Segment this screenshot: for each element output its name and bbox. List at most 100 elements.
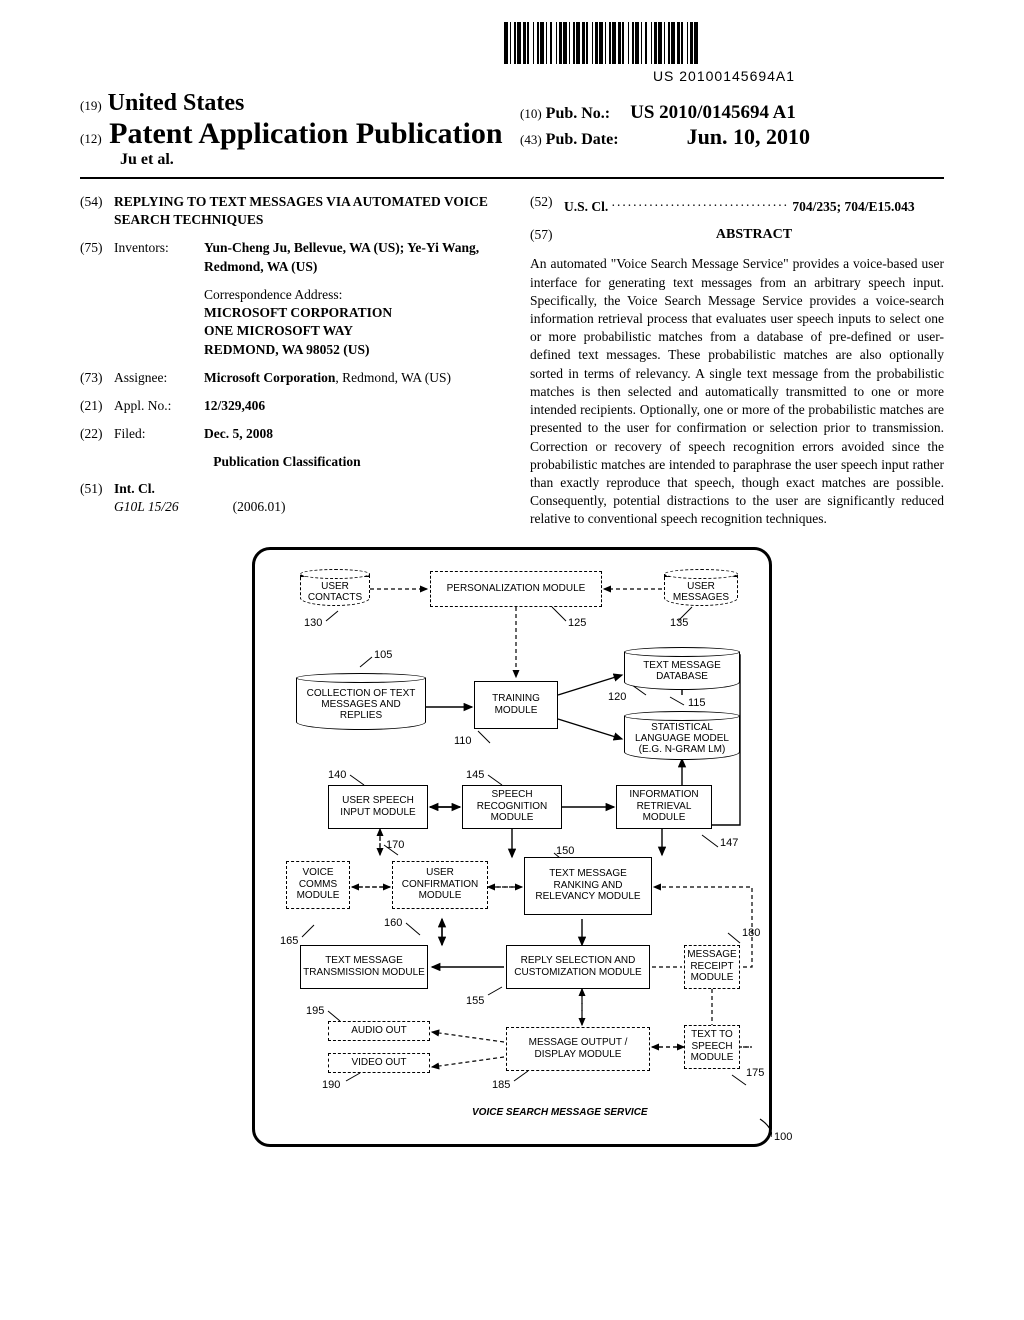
diagram: USER CONTACTS PERSONALIZATION MODULE USE… [252,547,772,1147]
ref-180: 180 [742,927,760,939]
assignee-label: Assignee: [114,369,204,387]
ref-165: 165 [280,935,298,947]
ref-150: 150 [556,845,574,857]
barcode-text: US 20100145694A1 [504,68,944,84]
ref-195: 195 [306,1005,324,1017]
node-reply-sel: REPLY SELECTION AND CUSTOMIZATION MODULE [506,945,650,989]
node-training: TRAINING MODULE [474,681,558,729]
title-num: (54) [80,193,114,229]
corr-label: Correspondence Address: [204,286,494,304]
ref-105: 105 [374,649,392,661]
filed-row: (22) Filed: Dec. 5, 2008 [80,425,494,443]
corr-line-1: MICROSOFT CORPORATION [204,304,494,322]
intcl-code: G10L 15/26 [114,499,179,514]
page: US 20100145694A1 (19) United States (12)… [0,0,1024,1320]
authors: Ju et al. [120,151,944,169]
ref-185: 185 [492,1079,510,1091]
inventors-num: (75) [80,239,114,275]
pubtype: Patent Application Publication [109,117,502,150]
node-speech-rec: SPEECH RECOGNITION MODULE [462,785,562,829]
ref-115: 115 [688,697,706,709]
pubno-line: (10) Pub. No.: US 2010/0145694 A1 [520,102,810,124]
ref-110: 110 [454,735,472,747]
ref-140: 140 [328,769,346,781]
columns: (54) REPLYING TO TEXT MESSAGES VIA AUTOM… [80,193,944,529]
uscl-value: 704/235; 704/E15.043 [792,199,914,214]
ref-175: 175 [746,1067,764,1079]
title-row: (54) REPLYING TO TEXT MESSAGES VIA AUTOM… [80,193,494,229]
ref-155: 155 [466,995,484,1007]
pubtype-prefix: (12) [80,131,102,146]
inventors-row: (75) Inventors: Yun-Cheng Ju, Bellevue, … [80,239,494,275]
node-info-retr: INFORMATION RETRIEVAL MODULE [616,785,712,829]
assignee-bold: Microsoft Corporation [204,370,335,385]
ref-190: 190 [322,1079,340,1091]
node-rank: TEXT MESSAGE RANKING AND RELEVANCY MODUL… [524,857,652,915]
dot-leader: ................................. [612,193,789,211]
node-speech-input: USER SPEECH INPUT MODULE [328,785,428,829]
corr-line-3: REDMOND, WA 98052 (US) [204,341,494,359]
correspondence-block: Correspondence Address: MICROSOFT CORPOR… [204,286,494,359]
node-txtx: TEXT MESSAGE TRANSMISSION MODULE [300,945,428,989]
abstract-num: (57) [530,226,564,251]
abstract-body: An automated "Voice Search Message Servi… [530,255,944,528]
assignee-body: Microsoft Corporation, Redmond, WA (US) [204,369,494,387]
intcl-body: Int. Cl. G10L 15/26 (2006.01) [114,480,494,516]
applno-row: (21) Appl. No.: 12/329,406 [80,397,494,415]
node-user-contacts: USER CONTACTS [300,569,370,606]
applno-value: 12/329,406 [204,397,494,415]
country-prefix: (19) [80,98,102,113]
inventors-label: Inventors: [114,239,204,275]
pubtype-line: (12) Patent Application Publication [80,117,944,151]
abstract-header: (57) ABSTRACT [530,226,944,251]
abstract-title: ABSTRACT [564,226,944,245]
pubno-label: Pub. No.: [546,105,610,122]
node-user-messages: USER MESSAGES [664,569,738,606]
applno-label: Appl. No.: [114,397,204,415]
ref-130: 130 [304,617,322,629]
node-video-out: VIDEO OUT [328,1053,430,1073]
node-txtdb: TEXT MESSAGE DATABASE [624,647,740,690]
header-right: (10) Pub. No.: US 2010/0145694 A1 (43) P… [520,102,810,150]
barcode-icon [504,22,944,64]
ref-135: 135 [670,617,688,629]
ref-160: 160 [384,917,402,929]
node-slm: STATISTICAL LANGUAGE MODEL (E.G. N-GRAM … [624,711,740,760]
diagram-wrap: USER CONTACTS PERSONALIZATION MODULE USE… [80,547,944,1147]
invention-title: REPLYING TO TEXT MESSAGES VIA AUTOMATED … [114,193,494,229]
service-label: VOICE SEARCH MESSAGE SERVICE [472,1107,648,1118]
pubdate-value: Jun. 10, 2010 [687,124,810,149]
assignee-rest: , Redmond, WA (US) [335,370,451,385]
node-personalization: PERSONALIZATION MODULE [430,571,602,607]
inventors-names: Yun-Cheng Ju, Bellevue, WA (US); Ye-Yi W… [204,240,479,273]
right-column: (52) U.S. Cl. ..........................… [530,193,944,529]
uscl-num: (52) [530,193,564,216]
assignee-num: (73) [80,369,114,387]
uscl-row: (52) U.S. Cl. ..........................… [530,193,944,216]
country-name: United States [108,90,245,116]
filed-num: (22) [80,425,114,443]
uscl-body: U.S. Cl. ...............................… [564,193,944,216]
intcl-row: (51) Int. Cl. G10L 15/26 (2006.01) [80,480,494,516]
pubdate-prefix: (43) [520,132,542,147]
uscl-label: U.S. Cl. [564,199,608,214]
ref-145: 145 [466,769,484,781]
pubdate-line: (43) Pub. Date: Jun. 10, 2010 [520,124,810,150]
pubdate-label: Pub. Date: [546,131,619,148]
ref-147: 147 [720,837,738,849]
pubno-prefix: (10) [520,106,542,121]
header: (19) United States (12) Patent Applicati… [80,90,944,169]
pubclass-title: Publication Classification [80,453,494,471]
filed-value: Dec. 5, 2008 [204,425,494,443]
divider-rule [80,177,944,179]
inventors-body: Yun-Cheng Ju, Bellevue, WA (US); Ye-Yi W… [204,239,494,275]
node-msg-out: MESSAGE OUTPUT / DISPLAY MODULE [506,1027,650,1071]
node-msg-receipt: MESSAGE RECEIPT MODULE [684,945,740,989]
filed-label: Filed: [114,425,204,443]
corr-line-2: ONE MICROSOFT WAY [204,322,494,340]
pubno-value: US 2010/0145694 A1 [630,102,796,123]
node-tts: TEXT TO SPEECH MODULE [684,1025,740,1069]
country-line: (19) United States [80,90,944,117]
left-column: (54) REPLYING TO TEXT MESSAGES VIA AUTOM… [80,193,494,529]
intcl-label: Int. Cl. [114,481,155,496]
